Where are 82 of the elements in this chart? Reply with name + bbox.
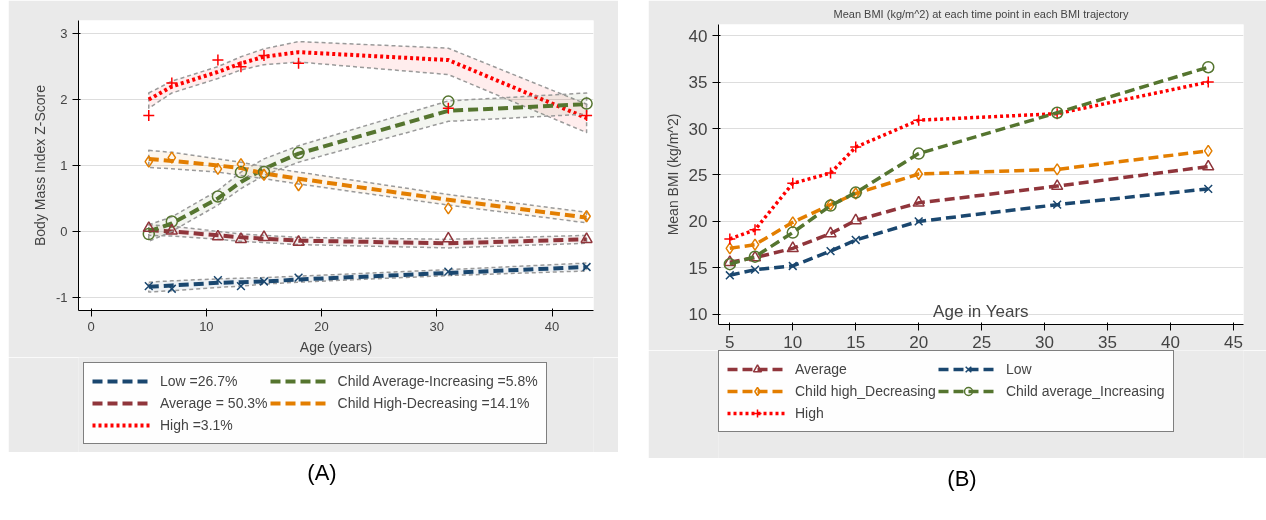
point [725, 270, 735, 280]
y-tick-label: 30 [688, 119, 708, 139]
x-tick-label: 35 [1098, 332, 1117, 352]
y-tick-label: 40 [688, 26, 708, 46]
text: (B) [947, 465, 977, 493]
y-tick-label: 25 [688, 165, 708, 185]
point [849, 213, 862, 225]
legend-label: Child average_Increasing [1005, 383, 1165, 399]
x-tick-label: 10 [199, 318, 214, 334]
y-tick-label: 35 [688, 73, 708, 93]
chart-title: Mean BMI (kg/m^2) at each time point in each BMI trajectory [833, 7, 1129, 20]
point [849, 140, 862, 154]
legend-label: High [795, 405, 824, 421]
y-axis-title: Mean BMI (kg/m^2) [664, 113, 681, 236]
point [750, 238, 760, 251]
point [786, 177, 800, 190]
point [825, 246, 836, 256]
y-tick-label: 1 [60, 158, 68, 173]
x-tick-label: 45 [1223, 332, 1243, 352]
legend-label: Low [1005, 361, 1032, 377]
point [1050, 179, 1064, 191]
point [259, 276, 269, 287]
x-tick-label: 30 [1035, 332, 1055, 352]
point [293, 272, 304, 283]
point [824, 166, 837, 180]
x-axis-title: Age in Years [933, 301, 1029, 321]
legend-label: Child High-Decreasing =14.1% [337, 395, 530, 411]
point [167, 284, 177, 294]
x-tick-label: 30 [429, 318, 445, 334]
y-axis-title: Body Mass Index Z-Score [31, 84, 48, 247]
point [1202, 159, 1215, 171]
point [1203, 184, 1213, 194]
point [443, 266, 453, 277]
x-tick-label: 0 [87, 318, 95, 334]
point [824, 226, 837, 238]
y-tick-label: 0 [60, 223, 68, 239]
point [1202, 60, 1215, 74]
text: (A) [307, 459, 337, 487]
legend-label: Child high_Decreasing [795, 383, 936, 399]
point [723, 257, 737, 271]
legend-label: High =3.1% [160, 417, 233, 433]
y-tick-label: -1 [55, 289, 68, 305]
point [725, 242, 735, 255]
legend-label: Average [795, 361, 847, 377]
point [786, 241, 800, 253]
point [912, 147, 925, 160]
y-tick-label: 15 [688, 258, 708, 278]
point [912, 195, 925, 207]
x-axis-title: Age (years) [299, 338, 373, 355]
x-tick-label: 15 [846, 332, 866, 352]
y-tick-label: 20 [688, 212, 708, 232]
y-tick-label: 3 [60, 26, 68, 42]
point [1202, 75, 1215, 89]
legend-label: Average = 50.3% [160, 395, 268, 411]
point [213, 275, 223, 285]
point [1203, 144, 1213, 158]
point [750, 265, 760, 275]
point [912, 113, 925, 127]
point [788, 216, 798, 229]
point [914, 216, 924, 227]
x-tick-label: 25 [972, 332, 992, 352]
point [851, 235, 861, 245]
point [581, 262, 592, 272]
point [144, 281, 154, 291]
y-tick-label: 2 [60, 92, 68, 108]
point [748, 223, 762, 237]
legend-label: Child Average-Increasing =5.8% [337, 373, 538, 389]
point [788, 261, 798, 271]
point [786, 226, 800, 239]
x-tick-label: 40 [544, 318, 560, 334]
x-tick-label: 20 [314, 318, 329, 334]
legend-label: Low =26.7% [160, 373, 238, 389]
point [236, 281, 246, 291]
x-tick-label: 20 [909, 332, 929, 352]
point [914, 167, 924, 181]
point [1052, 163, 1062, 176]
x-tick-label: 40 [1161, 332, 1180, 352]
point [723, 232, 737, 246]
point [723, 255, 737, 267]
point [1052, 200, 1062, 210]
x-tick-label: 5 [725, 332, 735, 352]
x-tick-label: 10 [783, 332, 803, 352]
